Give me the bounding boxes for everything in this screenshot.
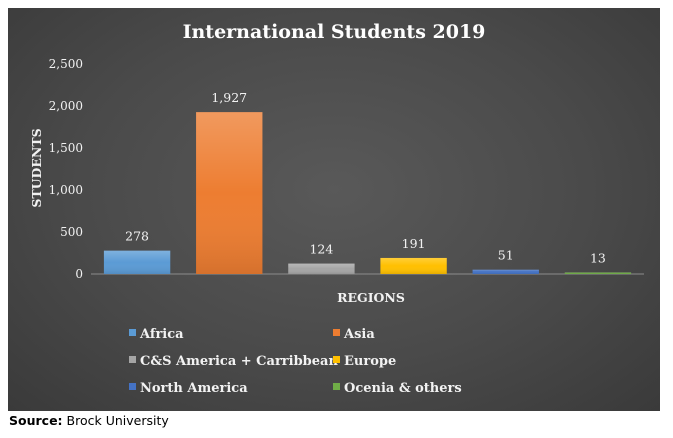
legend-swatch (333, 356, 340, 363)
y-tick-label: 0 (75, 267, 83, 281)
legend-swatch (129, 356, 136, 363)
chart-panel: International Students 2019 STUDENTS REG… (8, 8, 660, 411)
source-line: Source: Brock University (9, 413, 169, 428)
legend-entry: North America (140, 381, 248, 396)
legend-entry: Asia (343, 327, 375, 342)
bar-highlight (472, 269, 539, 274)
y-tick-label: 2,500 (49, 57, 83, 71)
data-label: 51 (498, 248, 514, 263)
bar-highlight (380, 257, 447, 274)
y-tick-label: 2,000 (49, 99, 83, 113)
legend-entry: Europe (344, 354, 396, 369)
y-tick-label: 500 (60, 225, 83, 239)
data-label: 1,927 (211, 90, 247, 105)
legend-swatch (333, 329, 340, 336)
data-label: 13 (590, 251, 606, 266)
y-axis-title: STUDENTS (29, 128, 44, 207)
bar-highlight (564, 272, 632, 274)
legend-swatch (333, 383, 340, 390)
bar-highlight (196, 112, 263, 274)
data-label: 191 (402, 236, 426, 251)
bar-chart: International Students 2019 STUDENTS REG… (29, 21, 644, 396)
y-axis-ticks: 0 500 1,000 1,500 2,000 2,500 (49, 57, 83, 281)
data-label: 278 (125, 229, 149, 244)
data-labels: 278 1,927 124 191 51 13 (125, 90, 606, 265)
bar-highlight (103, 250, 171, 274)
legend-swatch (129, 383, 136, 390)
x-axis-title: REGIONS (337, 290, 405, 305)
legend: Africa Asia C&S America + Carribbean Europe… (129, 327, 462, 396)
source-text: Brock University (66, 413, 169, 428)
source-label: Source: (9, 413, 63, 428)
legend-entry: Africa (139, 327, 184, 342)
y-tick-label: 1,500 (49, 141, 83, 155)
chart-title: International Students 2019 (183, 21, 486, 43)
data-label: 124 (309, 242, 333, 257)
legend-entry: Ocenia & others (344, 381, 462, 396)
legend-entry: C&S America + Carribbean (140, 354, 338, 369)
bars (103, 112, 632, 274)
bar-highlight (288, 263, 355, 274)
y-tick-label: 1,000 (49, 183, 83, 197)
legend-swatch (129, 329, 136, 336)
